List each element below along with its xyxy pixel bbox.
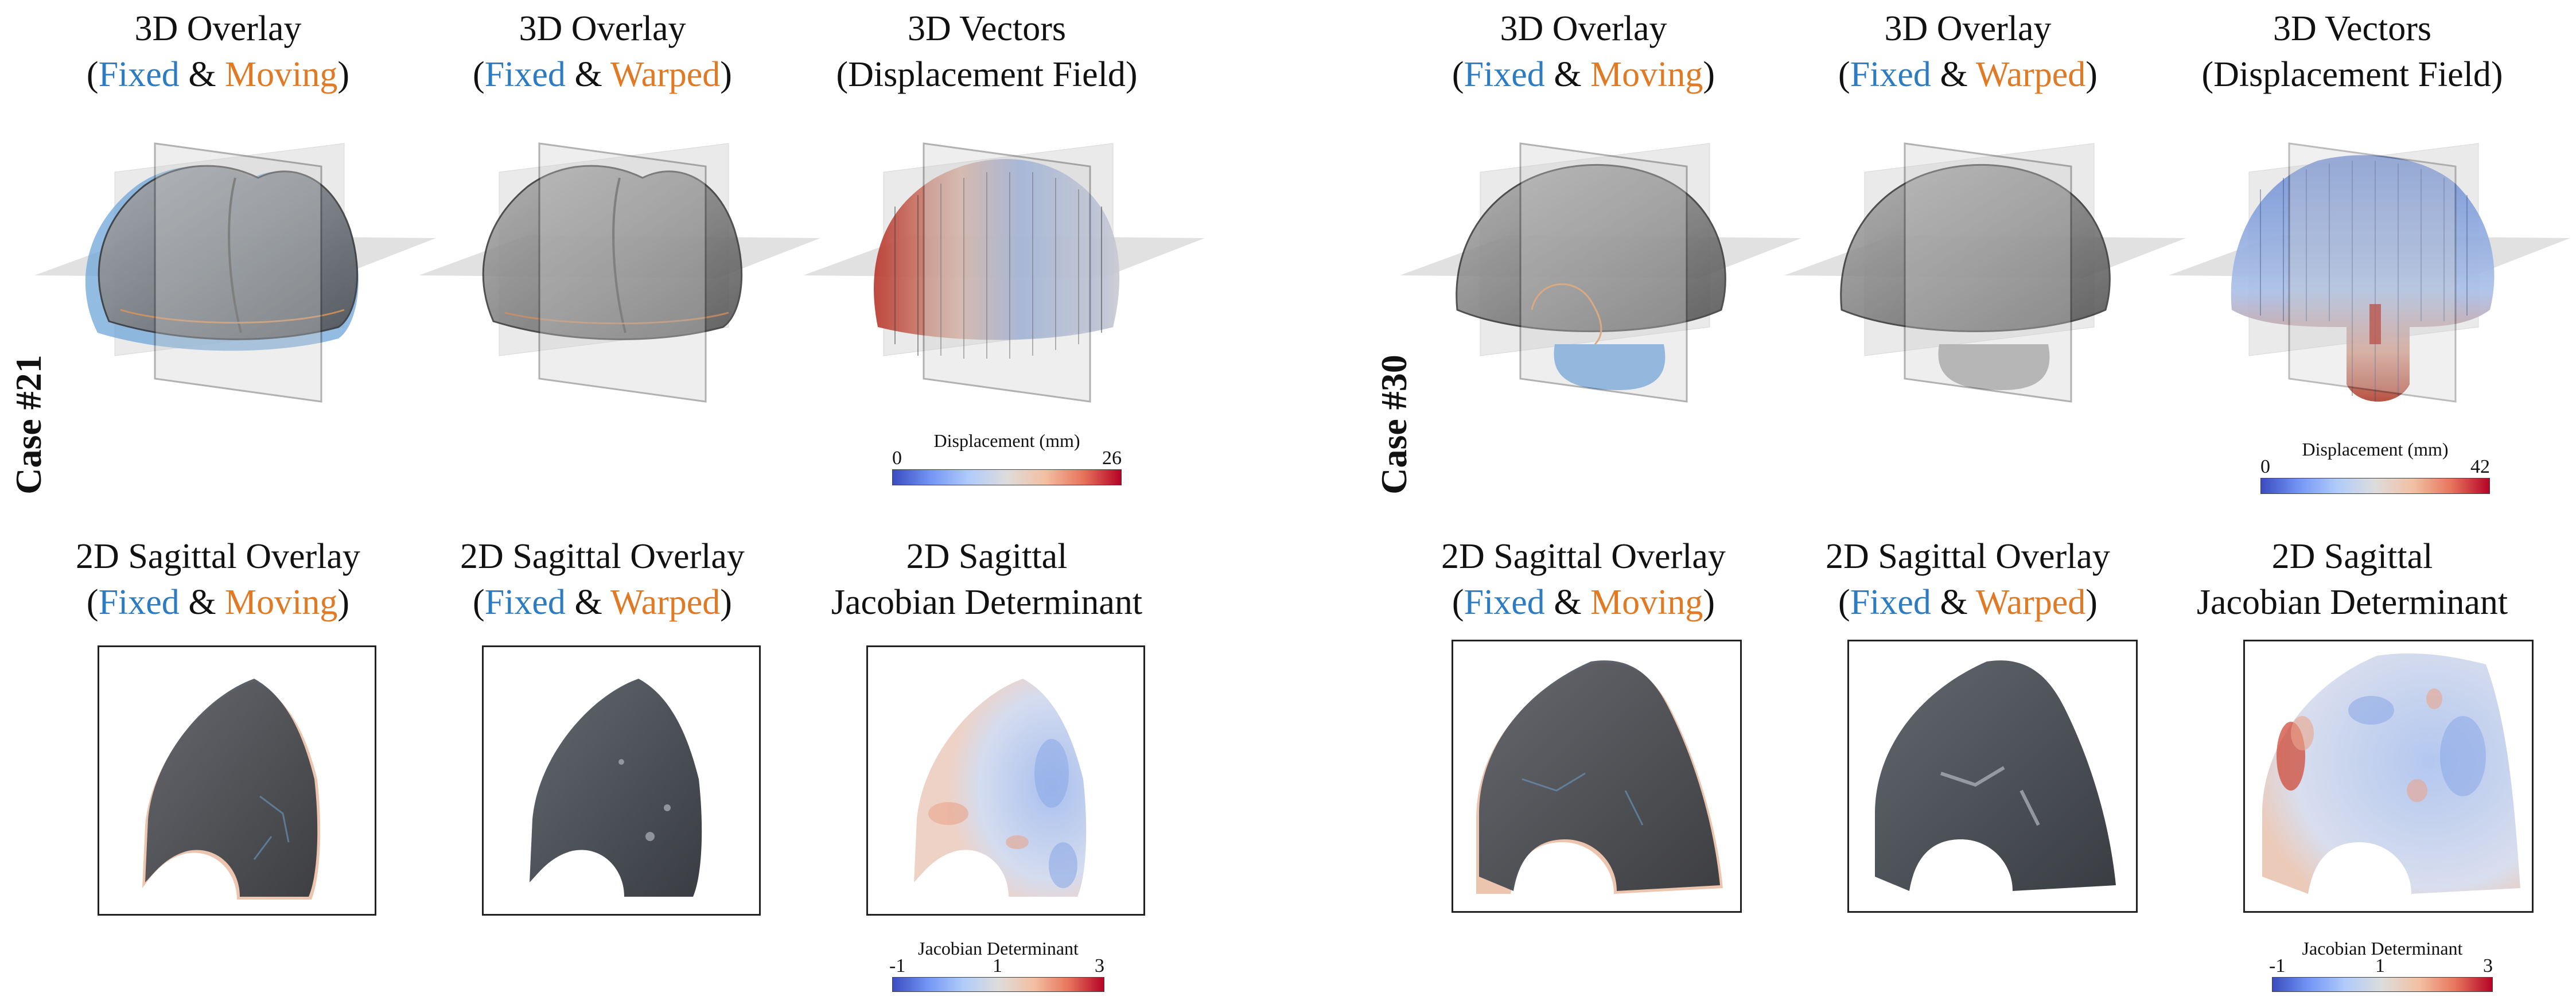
colorbar-min: 0 bbox=[892, 447, 902, 469]
jacobian-map-image bbox=[2262, 653, 2520, 894]
colorbar-title: Jacobian Determinant bbox=[918, 938, 1079, 959]
warped-label: Warped bbox=[1976, 583, 2086, 622]
2d-sagittal-moving-panel bbox=[1452, 640, 1742, 913]
colorbar-min: -1 bbox=[2269, 955, 2286, 976]
3d-vectors-render bbox=[803, 142, 1205, 403]
case-21-group: Case #21 3D Overlay (Fixed & Moving) 3D … bbox=[0, 0, 1285, 1004]
title-2d-sagittal-warped: 2D Sagittal Overlay (Fixed & Warped) bbox=[460, 537, 745, 622]
fixed-label: Fixed bbox=[484, 583, 566, 622]
fixed-label: Fixed bbox=[98, 583, 180, 622]
sagittal-slice-image bbox=[1875, 660, 2116, 891]
sagittal-slice-image bbox=[530, 679, 702, 897]
warped-label: Warped bbox=[610, 55, 721, 94]
colorbar-gradient bbox=[2272, 977, 2493, 992]
fixed-label: Fixed bbox=[484, 55, 566, 94]
title-3d-overlay-moving: 3D Overlay (Fixed & Moving) bbox=[86, 9, 350, 94]
moving-label: Moving bbox=[225, 55, 338, 94]
colorbar-mid: 1 bbox=[2375, 955, 2385, 976]
sagittal-slice-image bbox=[1476, 660, 1723, 894]
3d-vectors-render bbox=[2169, 142, 2570, 403]
warped-label: Warped bbox=[610, 583, 721, 622]
displacement-colorbar: Displacement (mm) 0 26 bbox=[892, 430, 1122, 493]
3d-overlay-warped-render bbox=[419, 142, 820, 403]
warped-label: Warped bbox=[1976, 55, 2086, 94]
moving-label: Moving bbox=[1590, 55, 1703, 94]
colorbar-min: -1 bbox=[889, 955, 906, 976]
colorbar-max: 3 bbox=[2483, 955, 2493, 976]
3d-overlay-moving-render bbox=[1400, 142, 1801, 403]
title-3d-overlay-warped: 3D Overlay (Fixed & Warped) bbox=[1838, 9, 2098, 94]
jacobian-colorbar: Jacobian Determinant -1 1 3 bbox=[2269, 938, 2493, 995]
fixed-label: Fixed bbox=[1850, 55, 1931, 94]
colorbar-min: 0 bbox=[2260, 456, 2270, 477]
title-3d-overlay-warped: 3D Overlay (Fixed & Warped) bbox=[473, 9, 732, 94]
title-3d-vectors: 3D Vectors (Displacement Field) bbox=[836, 9, 1138, 94]
2d-sagittal-moving-panel bbox=[98, 645, 376, 916]
3d-overlay-warped-render bbox=[1784, 142, 2186, 403]
colorbar-max: 26 bbox=[1102, 447, 1122, 469]
colorbar-title: Displacement (mm) bbox=[2302, 439, 2449, 460]
3d-overlay-moving-render bbox=[34, 142, 436, 403]
colorbar-mid: 1 bbox=[993, 955, 1002, 976]
title-jacobian: 2D Sagittal Jacobian Determinant bbox=[2196, 537, 2508, 622]
colorbar-max: 42 bbox=[2470, 456, 2490, 477]
title-jacobian: 2D Sagittal Jacobian Determinant bbox=[831, 537, 1143, 622]
2d-jacobian-panel bbox=[866, 645, 1145, 916]
colorbar-title: Displacement (mm) bbox=[933, 430, 1080, 451]
sagittal-slice-image bbox=[142, 679, 321, 900]
2d-jacobian-panel bbox=[2243, 640, 2534, 913]
title-2d-sagittal-warped: 2D Sagittal Overlay (Fixed & Warped) bbox=[1826, 537, 2110, 622]
moving-label: Moving bbox=[1590, 583, 1703, 622]
moving-label: Moving bbox=[225, 583, 338, 622]
2d-sagittal-warped-panel bbox=[1847, 640, 2138, 913]
colorbar-gradient bbox=[2260, 478, 2490, 494]
title-2d-sagittal-moving: 2D Sagittal Overlay (Fixed & Moving) bbox=[76, 537, 360, 622]
fixed-label: Fixed bbox=[1464, 583, 1545, 622]
colorbar-gradient bbox=[892, 977, 1104, 992]
colorbar-max: 3 bbox=[1095, 955, 1104, 976]
fixed-label: Fixed bbox=[1850, 583, 1931, 622]
colorbar-gradient bbox=[892, 469, 1122, 485]
jacobian-colorbar: Jacobian Determinant -1 1 3 bbox=[889, 938, 1104, 995]
displacement-colorbar: Displacement (mm) 0 42 bbox=[2260, 439, 2490, 502]
title-2d-sagittal-moving: 2D Sagittal Overlay (Fixed & Moving) bbox=[1441, 537, 1726, 622]
fixed-label: Fixed bbox=[98, 55, 180, 94]
fixed-label: Fixed bbox=[1464, 55, 1545, 94]
2d-sagittal-warped-panel bbox=[482, 645, 761, 916]
title-3d-overlay-moving: 3D Overlay (Fixed & Moving) bbox=[1452, 9, 1715, 94]
case-30-group: Case #30 3D Overlay (Fixed & Moving) 3D … bbox=[1365, 0, 2576, 1004]
jacobian-map-image bbox=[914, 679, 1087, 897]
title-3d-vectors: 3D Vectors (Displacement Field) bbox=[2201, 9, 2503, 94]
colorbar-title: Jacobian Determinant bbox=[2302, 938, 2463, 959]
